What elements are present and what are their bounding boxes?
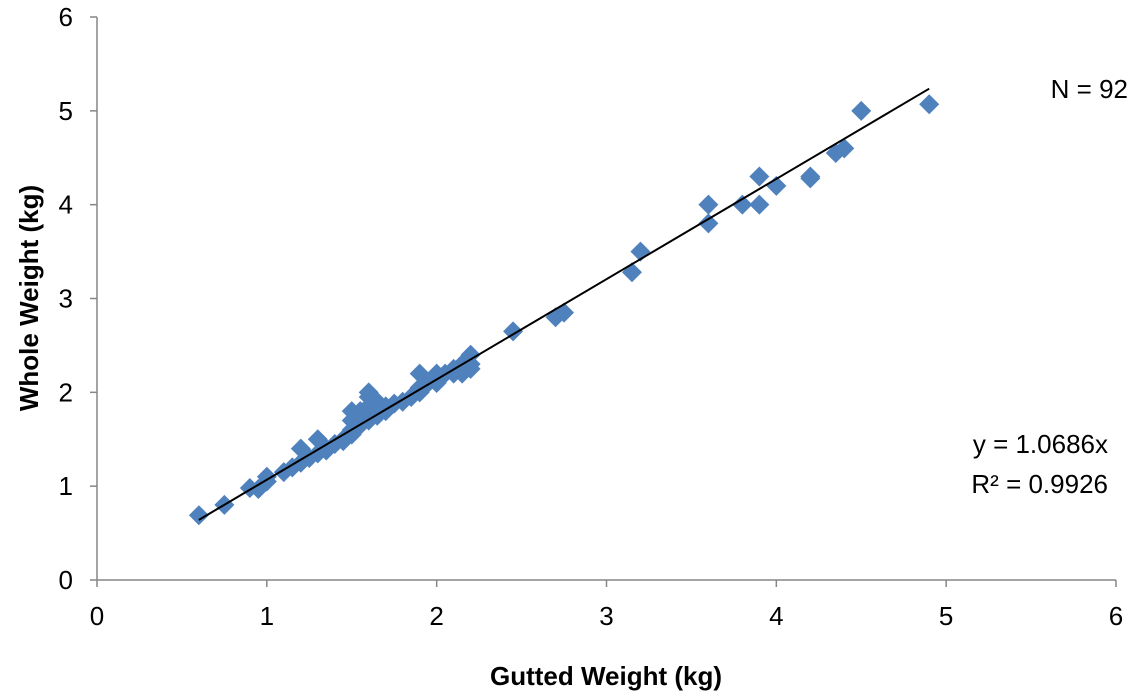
y-tick-label: 5 [59, 96, 73, 126]
r-squared-label: R² = 0.9926 [971, 469, 1108, 499]
data-point [460, 358, 481, 379]
y-ticks: 0 1 2 3 4 5 6 [59, 2, 97, 595]
y-tick-label: 1 [59, 471, 73, 501]
y-tick-label: 2 [59, 377, 73, 407]
y-tick-label: 4 [59, 190, 73, 220]
y-tick-label: 6 [59, 2, 73, 32]
x-tick-label: 1 [260, 601, 274, 631]
x-ticks: 0 1 2 3 4 5 6 [90, 580, 1123, 631]
x-tick-label: 4 [769, 601, 783, 631]
data-point [732, 194, 753, 215]
x-tick-label: 0 [90, 601, 104, 631]
y-axis-label: Whole Weight (kg) [14, 185, 44, 411]
y-tick-label: 0 [59, 565, 73, 595]
trendline [198, 87, 930, 521]
data-point [749, 166, 770, 187]
data-points [188, 94, 940, 526]
sample-size-label: N = 92 [1051, 74, 1128, 104]
data-point [834, 138, 855, 159]
x-axis-label: Gutted Weight (kg) [490, 661, 722, 691]
trendline-equation: y = 1.0686x [973, 429, 1108, 459]
data-point [851, 100, 872, 121]
data-point [630, 241, 651, 262]
data-point [460, 344, 481, 365]
x-tick-label: 5 [939, 601, 953, 631]
data-point [749, 194, 770, 215]
data-point [800, 168, 821, 189]
data-point [188, 505, 209, 526]
data-point [919, 94, 940, 115]
x-tick-label: 6 [1109, 601, 1123, 631]
y-tick-label: 3 [59, 284, 73, 314]
x-tick-label: 3 [599, 601, 613, 631]
data-point [698, 213, 719, 234]
data-point [698, 194, 719, 215]
x-tick-label: 2 [429, 601, 443, 631]
